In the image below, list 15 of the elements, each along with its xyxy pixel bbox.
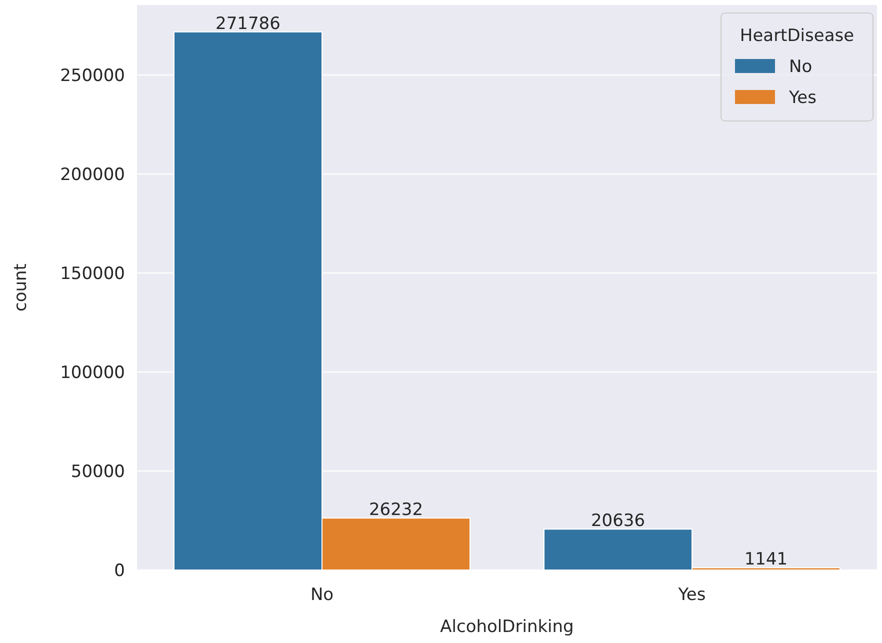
data-label: 1141 (744, 550, 788, 570)
data-label: 20636 (590, 511, 646, 532)
y-axis-title: count (11, 263, 31, 312)
legend-label: Yes (788, 88, 817, 108)
y-tick-label: 100000 (60, 362, 125, 383)
data-label: 271786 (216, 14, 280, 34)
y-tick-label: 0 (114, 560, 125, 581)
legend-label: No (789, 56, 812, 77)
y-tick-label: 250000 (60, 66, 125, 86)
data-label: 26232 (368, 500, 424, 520)
legend-title: HeartDisease (740, 26, 854, 46)
y-tick-label: 50000 (70, 462, 125, 482)
y-tick-label: 200000 (60, 164, 125, 185)
y-tick-label: 150000 (60, 264, 125, 284)
x-axis-title: AlcoholDrinking (440, 617, 574, 637)
